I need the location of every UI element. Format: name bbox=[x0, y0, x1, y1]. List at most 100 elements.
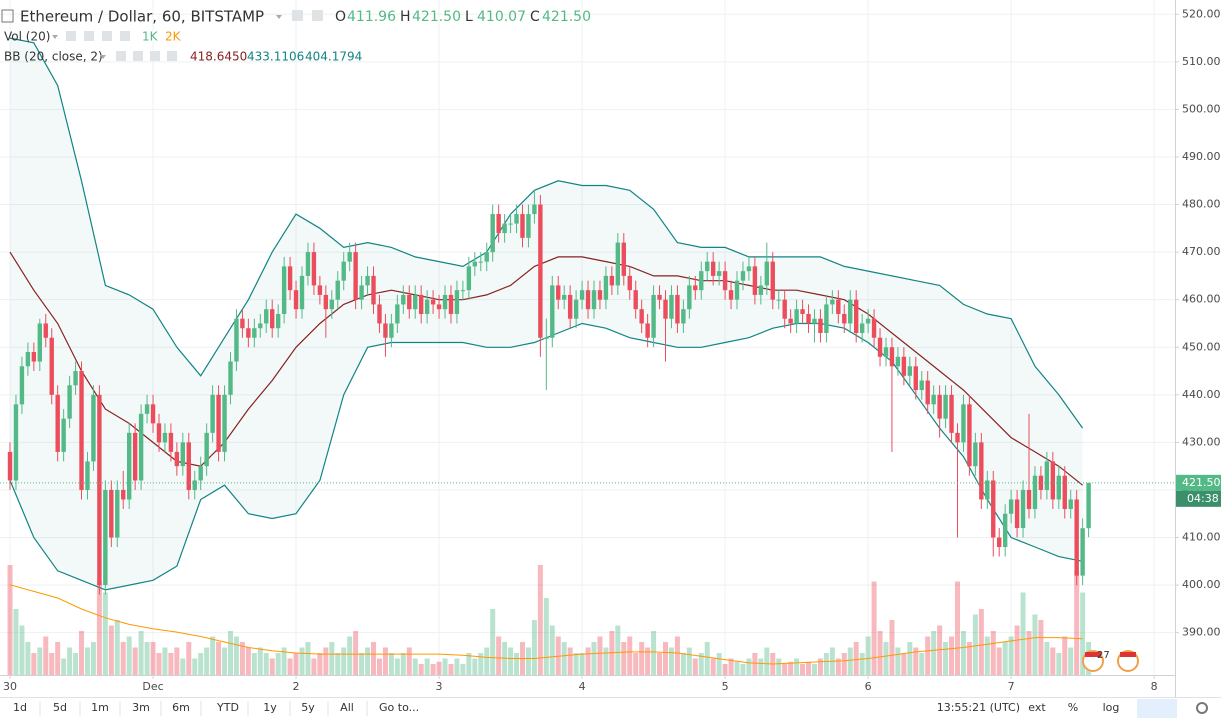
volume-bar bbox=[764, 647, 770, 675]
volume-bar bbox=[937, 625, 943, 675]
candle-body bbox=[997, 537, 1002, 548]
symbol-title[interactable]: Ethereum / Dollar, 60, BITSTAMP bbox=[20, 8, 264, 26]
range-button[interactable]: 1y bbox=[263, 701, 277, 714]
volume-ma-line bbox=[9, 584, 1083, 665]
range-button[interactable]: 1d bbox=[13, 701, 27, 714]
goto-button[interactable]: Go to... bbox=[379, 701, 419, 714]
volume-bar bbox=[186, 642, 192, 675]
range-button[interactable]: YTD bbox=[216, 701, 239, 714]
legend-icon[interactable] bbox=[102, 31, 112, 41]
volume-bar bbox=[347, 636, 353, 675]
volume-bar bbox=[1038, 620, 1044, 675]
volume-bar bbox=[889, 620, 895, 675]
candle-body bbox=[371, 275, 376, 305]
candle-body bbox=[377, 304, 382, 324]
candle-body bbox=[985, 480, 990, 500]
event-count: 27 bbox=[1097, 650, 1110, 661]
candle-body bbox=[639, 309, 644, 324]
volume-bar bbox=[990, 631, 996, 675]
candle-body bbox=[174, 451, 180, 467]
settings-icon[interactable] bbox=[292, 10, 303, 21]
candle-body bbox=[126, 432, 132, 500]
candle-body bbox=[722, 271, 728, 291]
candle-body bbox=[115, 489, 120, 538]
candle-body bbox=[67, 385, 72, 419]
volume-bar bbox=[466, 653, 472, 675]
volume-bar bbox=[758, 658, 764, 675]
candle-body bbox=[418, 294, 424, 314]
candle-body bbox=[484, 252, 489, 262]
option-button[interactable]: % bbox=[1068, 701, 1078, 714]
dropdown-icon[interactable] bbox=[100, 55, 106, 59]
range-button[interactable]: 6m bbox=[172, 701, 190, 714]
legend-icon[interactable] bbox=[133, 51, 143, 61]
volume-bar bbox=[281, 647, 287, 675]
legend-icon[interactable] bbox=[167, 51, 177, 61]
candle-body bbox=[657, 294, 662, 300]
candle-body bbox=[806, 313, 811, 324]
legend-icon[interactable] bbox=[120, 31, 130, 41]
range-button[interactable]: 5y bbox=[301, 701, 315, 714]
volume-bar bbox=[90, 642, 96, 675]
volume-bar bbox=[84, 647, 90, 675]
legend-icon[interactable] bbox=[84, 31, 94, 41]
candle-body bbox=[454, 290, 460, 314]
candle-body bbox=[591, 290, 597, 310]
x-tick-label: 5 bbox=[722, 680, 729, 693]
legend-icon[interactable] bbox=[116, 51, 126, 61]
range-button[interactable]: 5d bbox=[53, 701, 67, 714]
range-button[interactable]: 3m bbox=[132, 701, 150, 714]
volume-bar bbox=[1014, 625, 1020, 675]
volume-bar bbox=[1074, 570, 1080, 675]
candle-body bbox=[502, 223, 507, 234]
volume-bar bbox=[1002, 642, 1008, 675]
candle-body bbox=[538, 204, 543, 338]
candle-body bbox=[424, 299, 430, 314]
ohlc-key: L bbox=[465, 9, 473, 25]
bottom-toolbar bbox=[0, 697, 1221, 720]
volume-bar bbox=[621, 642, 627, 675]
candle-body bbox=[31, 352, 37, 362]
option-button[interactable]: log bbox=[1103, 701, 1120, 714]
candle-body bbox=[550, 285, 555, 338]
legend-icon[interactable] bbox=[150, 51, 160, 61]
volume-bar bbox=[674, 636, 680, 675]
dropdown-icon[interactable] bbox=[52, 35, 58, 39]
range-button[interactable]: 1m bbox=[91, 701, 109, 714]
volume-bar bbox=[853, 642, 859, 675]
candle-body bbox=[216, 394, 221, 452]
volume-bar bbox=[359, 653, 365, 675]
candle-body bbox=[222, 394, 227, 452]
volume-bar bbox=[698, 653, 704, 675]
candle-body bbox=[168, 432, 174, 452]
volume-bar bbox=[144, 642, 150, 675]
volume-bar bbox=[585, 647, 591, 675]
volume-bar bbox=[108, 625, 114, 675]
candle-body bbox=[335, 280, 340, 300]
candle-body bbox=[121, 489, 126, 500]
range-button[interactable]: All bbox=[340, 701, 354, 714]
volume-bar bbox=[847, 647, 853, 675]
volume-bar bbox=[525, 647, 531, 675]
dropdown-icon[interactable] bbox=[276, 15, 282, 19]
volume-bar bbox=[335, 653, 341, 675]
legend-icon[interactable] bbox=[66, 31, 76, 41]
ohlc-value: 421.50 bbox=[412, 9, 461, 25]
axes: 390.00400.00410.00420.00430.00440.00450.… bbox=[3, 7, 1221, 693]
option-button[interactable]: ext bbox=[1028, 701, 1046, 714]
candle-body bbox=[275, 313, 281, 329]
settings-gear[interactable] bbox=[1196, 702, 1208, 714]
settings-icon[interactable] bbox=[312, 10, 323, 21]
time-axis-panel bbox=[0, 675, 1175, 697]
volume-bar bbox=[138, 631, 144, 675]
volume-bar bbox=[1056, 653, 1062, 675]
volume-bar bbox=[382, 647, 388, 675]
candle-body bbox=[734, 280, 740, 300]
candle-body bbox=[609, 275, 615, 286]
volume-bar bbox=[13, 609, 19, 675]
candle-body bbox=[252, 328, 257, 338]
candle-body bbox=[198, 466, 203, 481]
volume-bar bbox=[668, 647, 674, 675]
symbol-icon[interactable] bbox=[1, 9, 14, 23]
